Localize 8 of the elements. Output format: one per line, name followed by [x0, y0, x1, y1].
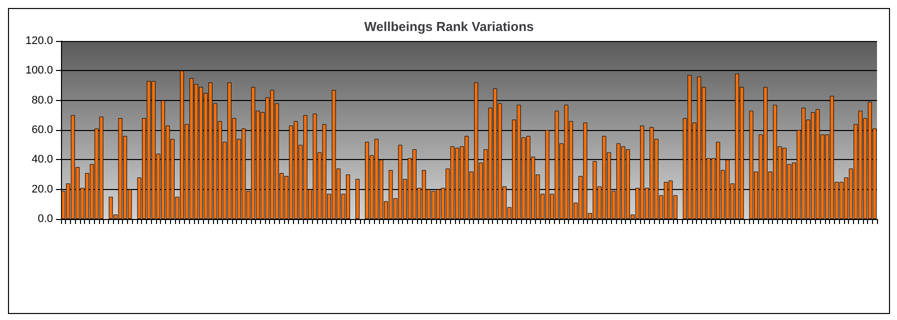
y-tick-label: 100.0	[25, 64, 53, 77]
y-tick-label: 120.0	[25, 35, 53, 47]
y-tick-label: 80.0	[32, 94, 53, 106]
y-tick-label: 40.0	[32, 154, 53, 166]
y-tick-label: 60.0	[32, 124, 53, 136]
chart-title: Wellbeings Rank Variations	[364, 19, 534, 34]
y-tick-label: 20.0	[32, 183, 53, 196]
y-tick-label: 0.0	[38, 213, 53, 225]
